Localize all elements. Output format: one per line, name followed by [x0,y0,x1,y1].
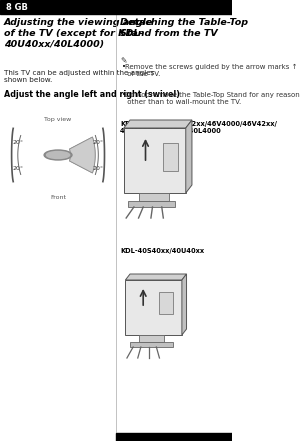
Text: Adjust the angle left and right (swivel): Adjust the angle left and right (swivel) [4,90,180,99]
Text: 20°: 20° [93,139,104,145]
Text: Do not remove the Table-Top Stand for any reason
 other than to wall-mount the T: Do not remove the Table-Top Stand for an… [125,92,300,105]
Bar [0,0,232,14]
Text: 8 GB: 8 GB [6,3,28,11]
Text: KDL-52V4000/52V42xx/46V4000/46V42xx/
40V4000/40V42xx/40L4000: KDL-52V4000/52V42xx/46V4000/46V42xx/ 40V… [120,121,277,134]
Bar [139,193,169,201]
Text: •: • [122,92,125,98]
Text: ✎: ✎ [120,56,126,65]
Polygon shape [70,137,95,173]
Text: 20°: 20° [12,139,23,145]
Text: KDL-40S40xx/40U40xx: KDL-40S40xx/40U40xx [120,248,204,254]
Ellipse shape [44,150,72,160]
Text: •: • [122,64,125,70]
Polygon shape [125,280,182,335]
Bar [128,201,175,207]
Polygon shape [70,137,95,173]
Bar [139,335,164,342]
Text: 20°: 20° [12,165,23,171]
Polygon shape [125,274,187,280]
Text: Top view: Top view [44,117,72,122]
Text: Adjusting the viewing angle
of the TV (except for KDL-
40U40xx/40L4000): Adjusting the viewing angle of the TV (e… [4,18,153,49]
Text: 20°: 20° [93,165,104,171]
Polygon shape [124,120,192,128]
Text: Front: Front [50,195,66,200]
Text: This TV can be adjusted within the angles
shown below.: This TV can be adjusted within the angle… [4,70,154,83]
Ellipse shape [46,152,70,158]
Polygon shape [182,274,187,335]
Text: Remove the screws guided by the arrow marks ↑
 of the TV.: Remove the screws guided by the arrow ma… [125,64,298,77]
Bar [163,143,178,171]
Polygon shape [124,128,186,193]
Polygon shape [186,120,192,193]
Text: Detaching the Table-Top
Stand from the TV: Detaching the Table-Top Stand from the T… [120,18,248,38]
Bar [130,342,172,347]
Bar [116,433,232,441]
Bar [159,292,173,314]
